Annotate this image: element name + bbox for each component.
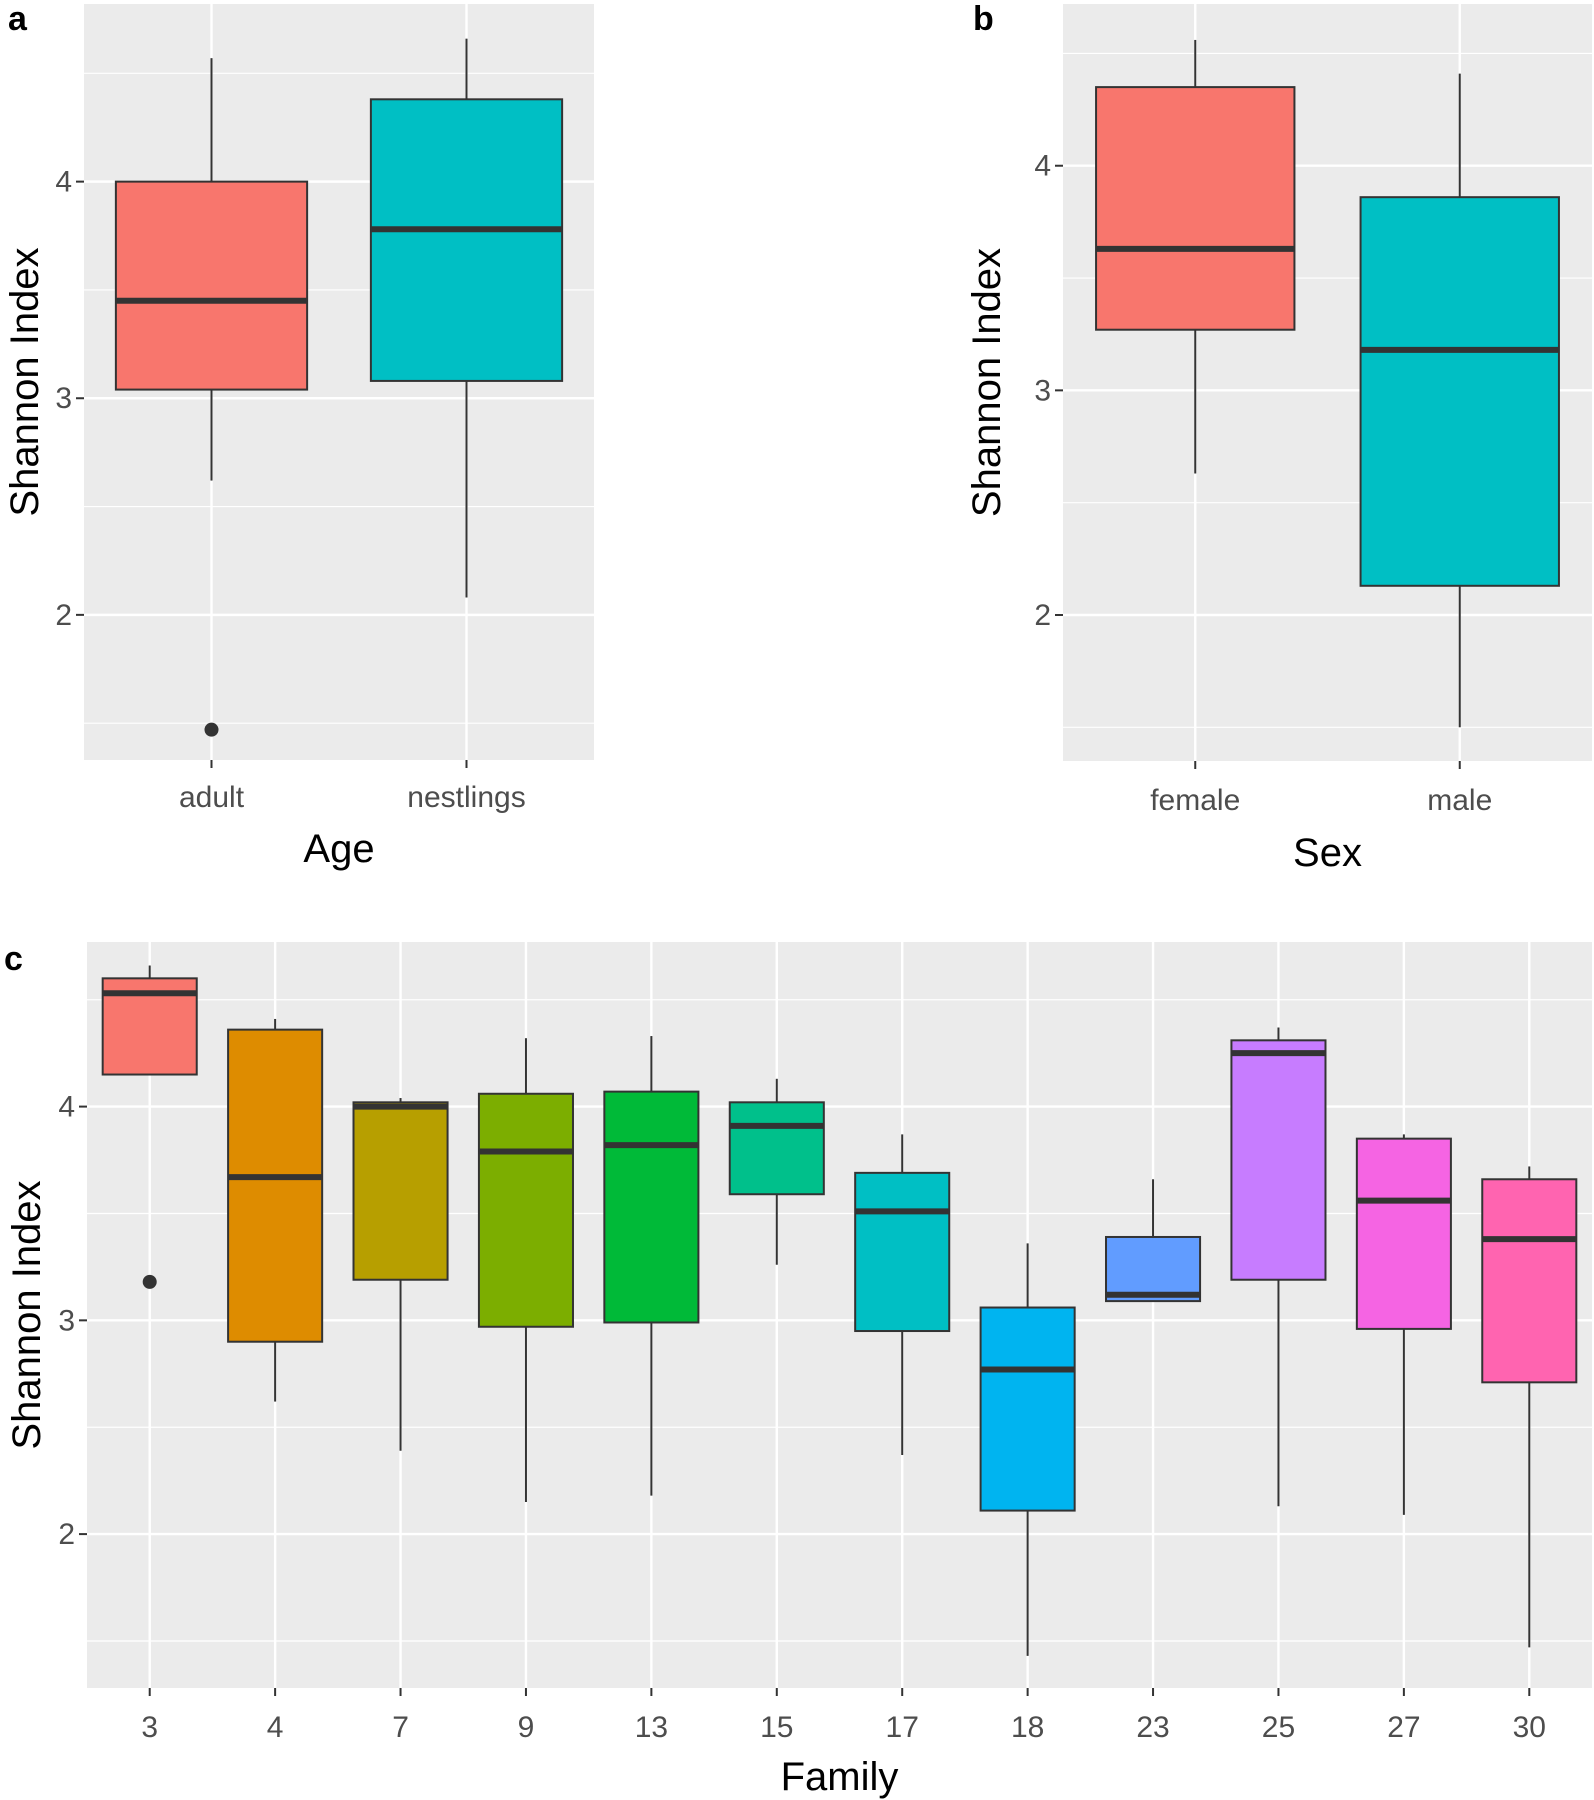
box-body <box>1105 1235 1202 1303</box>
box-body <box>477 1092 574 1328</box>
y-tick-label: 4 <box>1034 150 1051 183</box>
x-tick-label: 4 <box>267 1711 284 1744</box>
x-tick-label: 27 <box>1387 1711 1420 1744</box>
y-tick-label: 2 <box>1034 599 1051 632</box>
box-body <box>854 1171 951 1333</box>
y-tick-label: 2 <box>58 1518 75 1551</box>
x-tick-label: male <box>1427 784 1492 817</box>
plot-background <box>87 942 1592 1688</box>
box-body <box>603 1090 700 1324</box>
box-23 <box>1105 1179 1202 1303</box>
y-tick-label: 4 <box>58 1091 75 1124</box>
x-tick-label: 9 <box>518 1711 535 1744</box>
box-body <box>114 180 309 391</box>
x-axis-title: Age <box>303 827 374 871</box>
box-body <box>352 1101 449 1281</box>
x-tick-label: 17 <box>886 1711 919 1744</box>
y-tick-label: 2 <box>55 599 72 632</box>
x-tick-label: 23 <box>1136 1711 1169 1744</box>
x-tick-label: nestlings <box>407 781 525 814</box>
x-tick-label: 3 <box>141 1711 158 1744</box>
box-body <box>1355 1137 1452 1330</box>
box-nestlings <box>369 38 564 598</box>
y-axis-title: Shannon Index <box>3 247 47 516</box>
y-tick-label: 4 <box>55 166 72 199</box>
x-axis-title: Sex <box>1293 831 1362 875</box>
x-tick-label: 30 <box>1513 1711 1546 1744</box>
outlier-point <box>142 1274 157 1289</box>
box-3 <box>101 965 198 1289</box>
y-tick-label: 3 <box>1034 374 1051 407</box>
box-body <box>1481 1178 1578 1384</box>
x-axis-title: Family <box>781 1755 899 1799</box>
x-tick-label: 18 <box>1011 1711 1044 1744</box>
y-axis-title: Shannon Index <box>5 1180 49 1449</box>
box-body <box>1359 196 1560 587</box>
box-15 <box>728 1078 825 1265</box>
x-tick-label: 13 <box>635 1711 668 1744</box>
box-9 <box>477 1038 574 1503</box>
box-17 <box>854 1134 951 1456</box>
box-30 <box>1481 1166 1578 1648</box>
box-4 <box>227 1018 324 1402</box>
x-tick-label: female <box>1150 784 1240 817</box>
box-female <box>1095 39 1296 474</box>
box-body <box>1230 1039 1327 1281</box>
panel-a: 2 3 4 adult nestlings Age Shannon Index a <box>3 0 594 871</box>
box-male <box>1359 73 1560 728</box>
x-tick-label: 15 <box>760 1711 793 1744</box>
box-body <box>979 1306 1076 1512</box>
y-tick-label: 3 <box>58 1304 75 1337</box>
panel-label: a <box>8 0 28 38</box>
box-13 <box>603 1036 700 1496</box>
x-tick-label: 25 <box>1262 1711 1295 1744</box>
box-18 <box>979 1243 1076 1656</box>
y-tick-label: 3 <box>55 382 72 415</box>
box-25 <box>1230 1027 1327 1507</box>
panel-b: 2 3 4 female male Sex Shannon Index b <box>965 0 1592 875</box>
panel-label: c <box>4 940 23 978</box>
box-body <box>728 1101 825 1196</box>
box-body <box>227 1028 324 1343</box>
x-tick-label: adult <box>179 781 245 814</box>
x-tick-label: 7 <box>392 1711 409 1744</box>
box-body <box>369 98 564 382</box>
outlier-point <box>204 722 219 737</box>
box-27 <box>1355 1134 1452 1515</box>
box-7 <box>352 1098 449 1451</box>
box-body <box>1095 86 1296 331</box>
box-adult <box>114 58 309 737</box>
panel-label: b <box>973 0 994 38</box>
y-axis-title: Shannon Index <box>965 248 1009 517</box>
